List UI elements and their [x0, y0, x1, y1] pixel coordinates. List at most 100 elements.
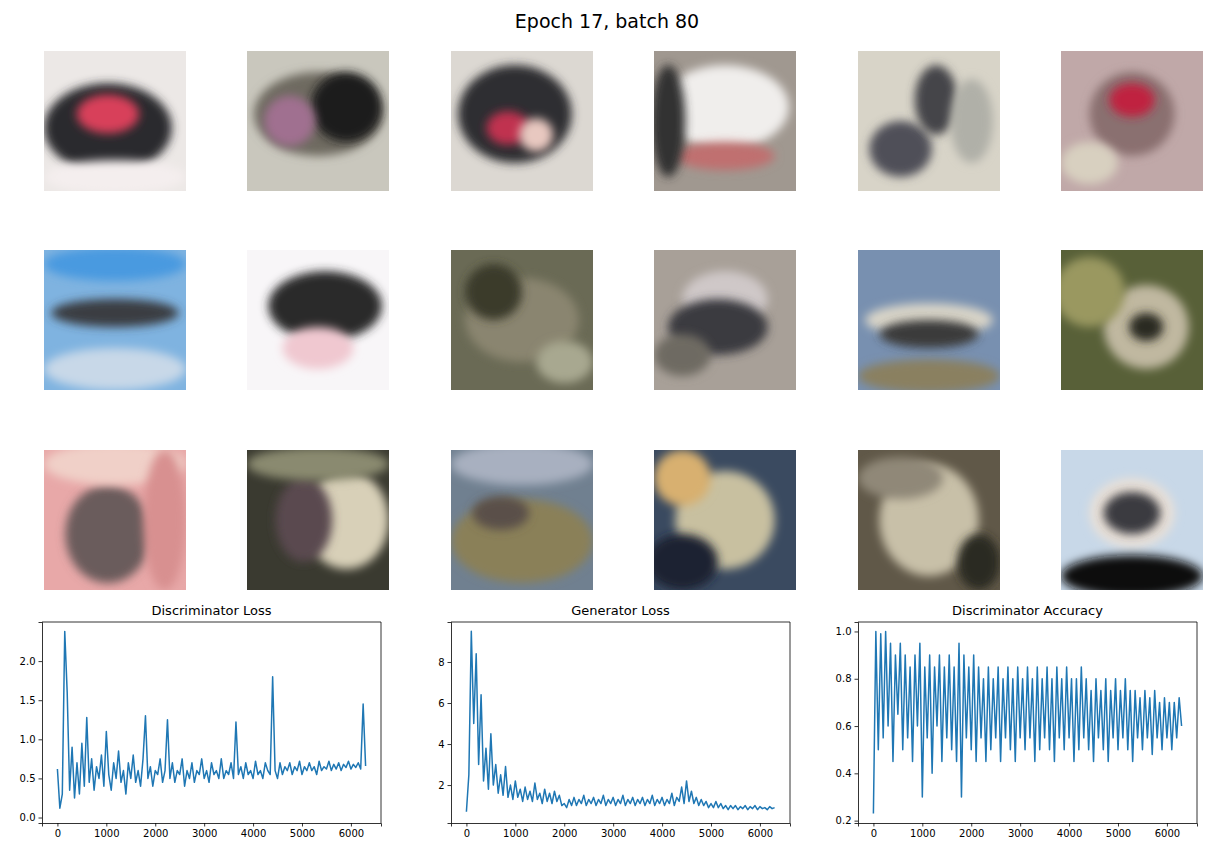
image-blob [675, 142, 774, 170]
x-tick-mark [351, 823, 352, 827]
x-tick: 0 [464, 823, 470, 839]
x-tick-mark [662, 823, 663, 827]
generated-image [247, 250, 389, 390]
y-tick-mark [855, 726, 859, 727]
image-background [858, 450, 1000, 590]
y-tick-label: 1.0 [836, 626, 852, 637]
image-background [858, 51, 1000, 191]
image-blob [957, 534, 1000, 590]
x-tick: 0 [55, 823, 61, 839]
y-tick: 6 [438, 698, 451, 709]
image-blob [869, 121, 931, 177]
x-tick-label: 1000 [910, 828, 935, 839]
x-tick: 6000 [339, 823, 364, 839]
x-axis: 0100020003000400050006000 [859, 823, 1198, 839]
image-blob [1089, 72, 1174, 156]
image-background [451, 51, 593, 191]
x-tick-label: 4000 [241, 828, 266, 839]
x-tick-label: 2000 [143, 828, 168, 839]
y-tick-mark [855, 773, 859, 774]
x-tick: 4000 [650, 823, 675, 839]
generated-image [1061, 450, 1203, 590]
x-tick: 2000 [552, 823, 577, 839]
image-blob [1061, 555, 1203, 590]
x-tick-mark [57, 823, 58, 827]
y-axis-line [39, 623, 43, 824]
y-tick-mark [448, 744, 452, 745]
data-line [466, 631, 774, 811]
image-blob [44, 348, 186, 390]
generated-image [44, 51, 186, 191]
x-tick-mark [711, 823, 712, 827]
y-tick-label: 0.8 [836, 673, 852, 684]
y-tick: 0.2 [836, 815, 858, 826]
x-tick-mark [515, 823, 516, 827]
y-tick: 0.5 [20, 773, 42, 784]
y-tick-mark [39, 661, 43, 662]
generated-image [247, 450, 389, 590]
y-tick-label: 2 [438, 780, 444, 791]
x-tick: 5000 [1106, 823, 1131, 839]
x-tick-label: 5000 [699, 828, 724, 839]
y-tick-mark [39, 818, 43, 819]
x-tick-mark [760, 823, 761, 827]
y-tick: 1.5 [20, 695, 42, 706]
image-blob [465, 264, 522, 320]
x-tick: 6000 [1155, 823, 1180, 839]
y-tick-mark [855, 631, 859, 632]
x-tick-label: 1000 [94, 828, 119, 839]
y-tick-mark [448, 662, 452, 663]
image-blob [1061, 257, 1125, 327]
chart-title: Discriminator Loss [151, 603, 271, 618]
x-tick-label: 6000 [339, 828, 364, 839]
generated-image [654, 250, 796, 390]
image-background [654, 250, 796, 390]
x-tick: 1000 [94, 823, 119, 839]
chart-title: Generator Loss [571, 603, 670, 618]
image-blob [858, 457, 943, 499]
image-blob [451, 450, 593, 485]
image-blob [654, 65, 685, 177]
image-background [1061, 51, 1203, 191]
x-tick: 6000 [748, 823, 773, 839]
x-tick: 0 [871, 823, 877, 839]
x-tick: 1000 [910, 823, 935, 839]
generated-image [247, 51, 389, 191]
y-tick-label: 4 [438, 739, 444, 750]
y-tick: 8 [438, 657, 451, 668]
image-blob [77, 94, 139, 133]
figure: Epoch 17, batch 800100020003000400050006… [0, 0, 1214, 853]
image-blob [1129, 313, 1163, 341]
image-blob [519, 118, 553, 152]
generated-image [44, 250, 186, 390]
x-tick-label: 2000 [959, 828, 984, 839]
y-tick: 2.0 [20, 656, 42, 667]
image-blob [1104, 492, 1161, 534]
image-background [247, 51, 389, 191]
x-tick: 4000 [1057, 823, 1082, 839]
image-blob [472, 496, 529, 530]
image-background [451, 250, 593, 390]
image-blob [654, 450, 711, 506]
x-tick-label: 0 [55, 828, 61, 839]
y-tick-label: 0.4 [836, 768, 852, 779]
y-tick: 1.0 [20, 734, 42, 745]
y-tick-label: 0.6 [836, 721, 852, 732]
x-tick-label: 6000 [1155, 828, 1180, 839]
y-tick: 2 [438, 780, 451, 791]
y-axis-line [855, 623, 859, 824]
y-tick-mark [855, 679, 859, 680]
x-tick-label: 0 [464, 828, 470, 839]
y-tick: 0.0 [20, 812, 42, 823]
x-tick-mark [922, 823, 923, 827]
x-tick-label: 5000 [1106, 828, 1131, 839]
y-tick-label: 0.5 [20, 773, 36, 784]
y-tick-mark [39, 739, 43, 740]
generated-image [858, 250, 1000, 390]
spine-top [858, 622, 1197, 623]
image-blob [1061, 142, 1118, 184]
x-tick: 2000 [143, 823, 168, 839]
data-line [873, 631, 1181, 813]
y-tick-mark [39, 778, 43, 779]
x-tick-label: 3000 [192, 828, 217, 839]
